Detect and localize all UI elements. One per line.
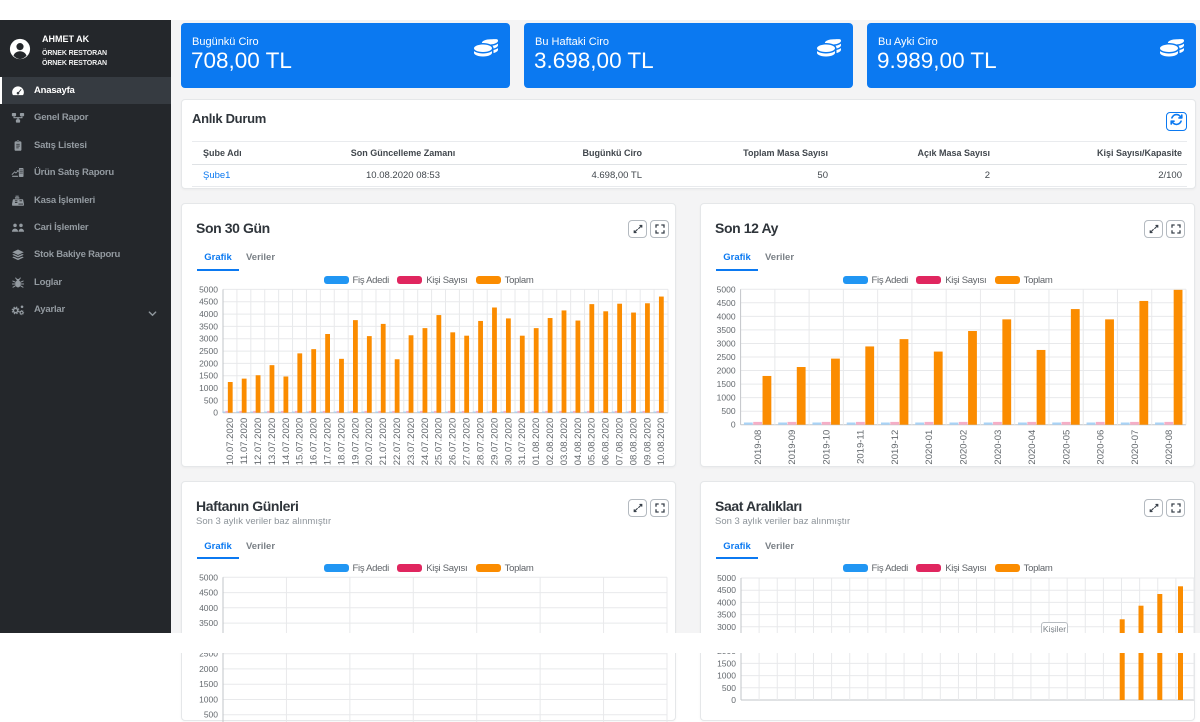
svg-text:2020-06: 2020-06 bbox=[1096, 430, 1107, 465]
svg-text:3000: 3000 bbox=[717, 339, 736, 349]
svg-text:09.08.2020: 09.08.2020 bbox=[642, 418, 653, 466]
svg-text:4500: 4500 bbox=[199, 588, 218, 598]
svg-text:500: 500 bbox=[722, 683, 736, 693]
svg-text:3000: 3000 bbox=[717, 622, 736, 632]
svg-text:15.07.2020: 15.07.2020 bbox=[295, 418, 306, 466]
svg-text:2020-07: 2020-07 bbox=[1130, 430, 1141, 465]
svg-text:5000: 5000 bbox=[717, 573, 736, 583]
svg-text:06.08.2020: 06.08.2020 bbox=[601, 418, 612, 466]
svg-text:2019-10: 2019-10 bbox=[822, 430, 833, 465]
svg-text:04.08.2020: 04.08.2020 bbox=[573, 418, 584, 466]
svg-text:26.07.2020: 26.07.2020 bbox=[448, 418, 459, 466]
svg-text:24.07.2020: 24.07.2020 bbox=[420, 418, 431, 466]
svg-text:05.08.2020: 05.08.2020 bbox=[587, 418, 598, 466]
svg-text:30.07.2020: 30.07.2020 bbox=[503, 418, 514, 466]
svg-text:2020-03: 2020-03 bbox=[993, 430, 1004, 465]
svg-text:4500: 4500 bbox=[199, 297, 218, 307]
svg-text:3000: 3000 bbox=[199, 334, 218, 344]
svg-text:4500: 4500 bbox=[717, 298, 736, 308]
svg-text:1500: 1500 bbox=[717, 379, 736, 389]
svg-text:5000: 5000 bbox=[717, 284, 736, 294]
svg-text:5000: 5000 bbox=[199, 572, 218, 582]
svg-text:28.07.2020: 28.07.2020 bbox=[476, 418, 487, 466]
svg-text:3500: 3500 bbox=[717, 325, 736, 335]
svg-text:02.08.2020: 02.08.2020 bbox=[545, 418, 556, 466]
svg-text:27.07.2020: 27.07.2020 bbox=[462, 418, 473, 466]
svg-text:3500: 3500 bbox=[717, 610, 736, 620]
svg-text:22.07.2020: 22.07.2020 bbox=[392, 418, 403, 466]
svg-text:0: 0 bbox=[731, 695, 736, 705]
svg-text:12.07.2020: 12.07.2020 bbox=[253, 418, 264, 466]
svg-text:20.07.2020: 20.07.2020 bbox=[364, 418, 375, 466]
svg-text:18.07.2020: 18.07.2020 bbox=[336, 418, 347, 466]
svg-text:4000: 4000 bbox=[717, 597, 736, 607]
svg-text:17.07.2020: 17.07.2020 bbox=[323, 418, 334, 466]
svg-text:25.07.2020: 25.07.2020 bbox=[434, 418, 445, 466]
svg-text:1000: 1000 bbox=[199, 383, 218, 393]
svg-text:1000: 1000 bbox=[717, 671, 736, 681]
svg-text:07.08.2020: 07.08.2020 bbox=[615, 418, 626, 466]
svg-text:2500: 2500 bbox=[717, 352, 736, 362]
svg-text:29.07.2020: 29.07.2020 bbox=[489, 418, 500, 466]
svg-text:3500: 3500 bbox=[199, 618, 218, 628]
svg-text:0: 0 bbox=[213, 408, 218, 418]
svg-text:500: 500 bbox=[721, 406, 735, 416]
svg-text:23.07.2020: 23.07.2020 bbox=[406, 418, 417, 466]
svg-text:11.07.2020: 11.07.2020 bbox=[239, 418, 250, 465]
svg-text:2019-11: 2019-11 bbox=[856, 430, 867, 464]
svg-text:2019-09: 2019-09 bbox=[787, 430, 798, 465]
svg-text:4000: 4000 bbox=[717, 311, 736, 321]
svg-text:2000: 2000 bbox=[717, 366, 736, 376]
svg-text:500: 500 bbox=[204, 710, 218, 720]
svg-text:4500: 4500 bbox=[717, 585, 736, 595]
svg-text:1500: 1500 bbox=[199, 679, 218, 689]
svg-text:2019-12: 2019-12 bbox=[890, 430, 901, 465]
svg-text:16.07.2020: 16.07.2020 bbox=[309, 418, 320, 466]
svg-text:19.07.2020: 19.07.2020 bbox=[350, 418, 361, 466]
svg-text:1500: 1500 bbox=[199, 371, 218, 381]
svg-text:14.07.2020: 14.07.2020 bbox=[281, 418, 292, 466]
svg-text:2500: 2500 bbox=[199, 346, 218, 356]
svg-text:01.08.2020: 01.08.2020 bbox=[531, 418, 542, 466]
svg-text:21.07.2020: 21.07.2020 bbox=[378, 418, 389, 466]
svg-text:1000: 1000 bbox=[199, 695, 218, 705]
svg-text:4000: 4000 bbox=[199, 309, 218, 319]
svg-text:2020-01: 2020-01 bbox=[924, 430, 935, 465]
svg-text:5000: 5000 bbox=[199, 284, 218, 294]
svg-text:1500: 1500 bbox=[717, 658, 736, 668]
svg-text:3500: 3500 bbox=[199, 321, 218, 331]
svg-text:13.07.2020: 13.07.2020 bbox=[267, 418, 278, 466]
svg-text:2020-08: 2020-08 bbox=[1164, 430, 1175, 465]
svg-text:31.07.2020: 31.07.2020 bbox=[517, 418, 528, 466]
svg-text:03.08.2020: 03.08.2020 bbox=[559, 418, 570, 466]
svg-text:10.07.2020: 10.07.2020 bbox=[225, 418, 236, 466]
svg-text:08.08.2020: 08.08.2020 bbox=[628, 418, 639, 466]
svg-text:2020-04: 2020-04 bbox=[1027, 430, 1038, 465]
svg-text:2020-05: 2020-05 bbox=[1061, 430, 1072, 465]
svg-text:500: 500 bbox=[204, 395, 218, 405]
svg-text:2000: 2000 bbox=[199, 664, 218, 674]
svg-text:2020-02: 2020-02 bbox=[959, 430, 970, 465]
svg-text:0: 0 bbox=[731, 420, 736, 430]
svg-text:4000: 4000 bbox=[199, 603, 218, 613]
svg-text:10.08.2020: 10.08.2020 bbox=[656, 418, 667, 466]
svg-text:2019-08: 2019-08 bbox=[753, 430, 764, 465]
svg-text:2000: 2000 bbox=[199, 358, 218, 368]
svg-text:1000: 1000 bbox=[717, 393, 736, 403]
